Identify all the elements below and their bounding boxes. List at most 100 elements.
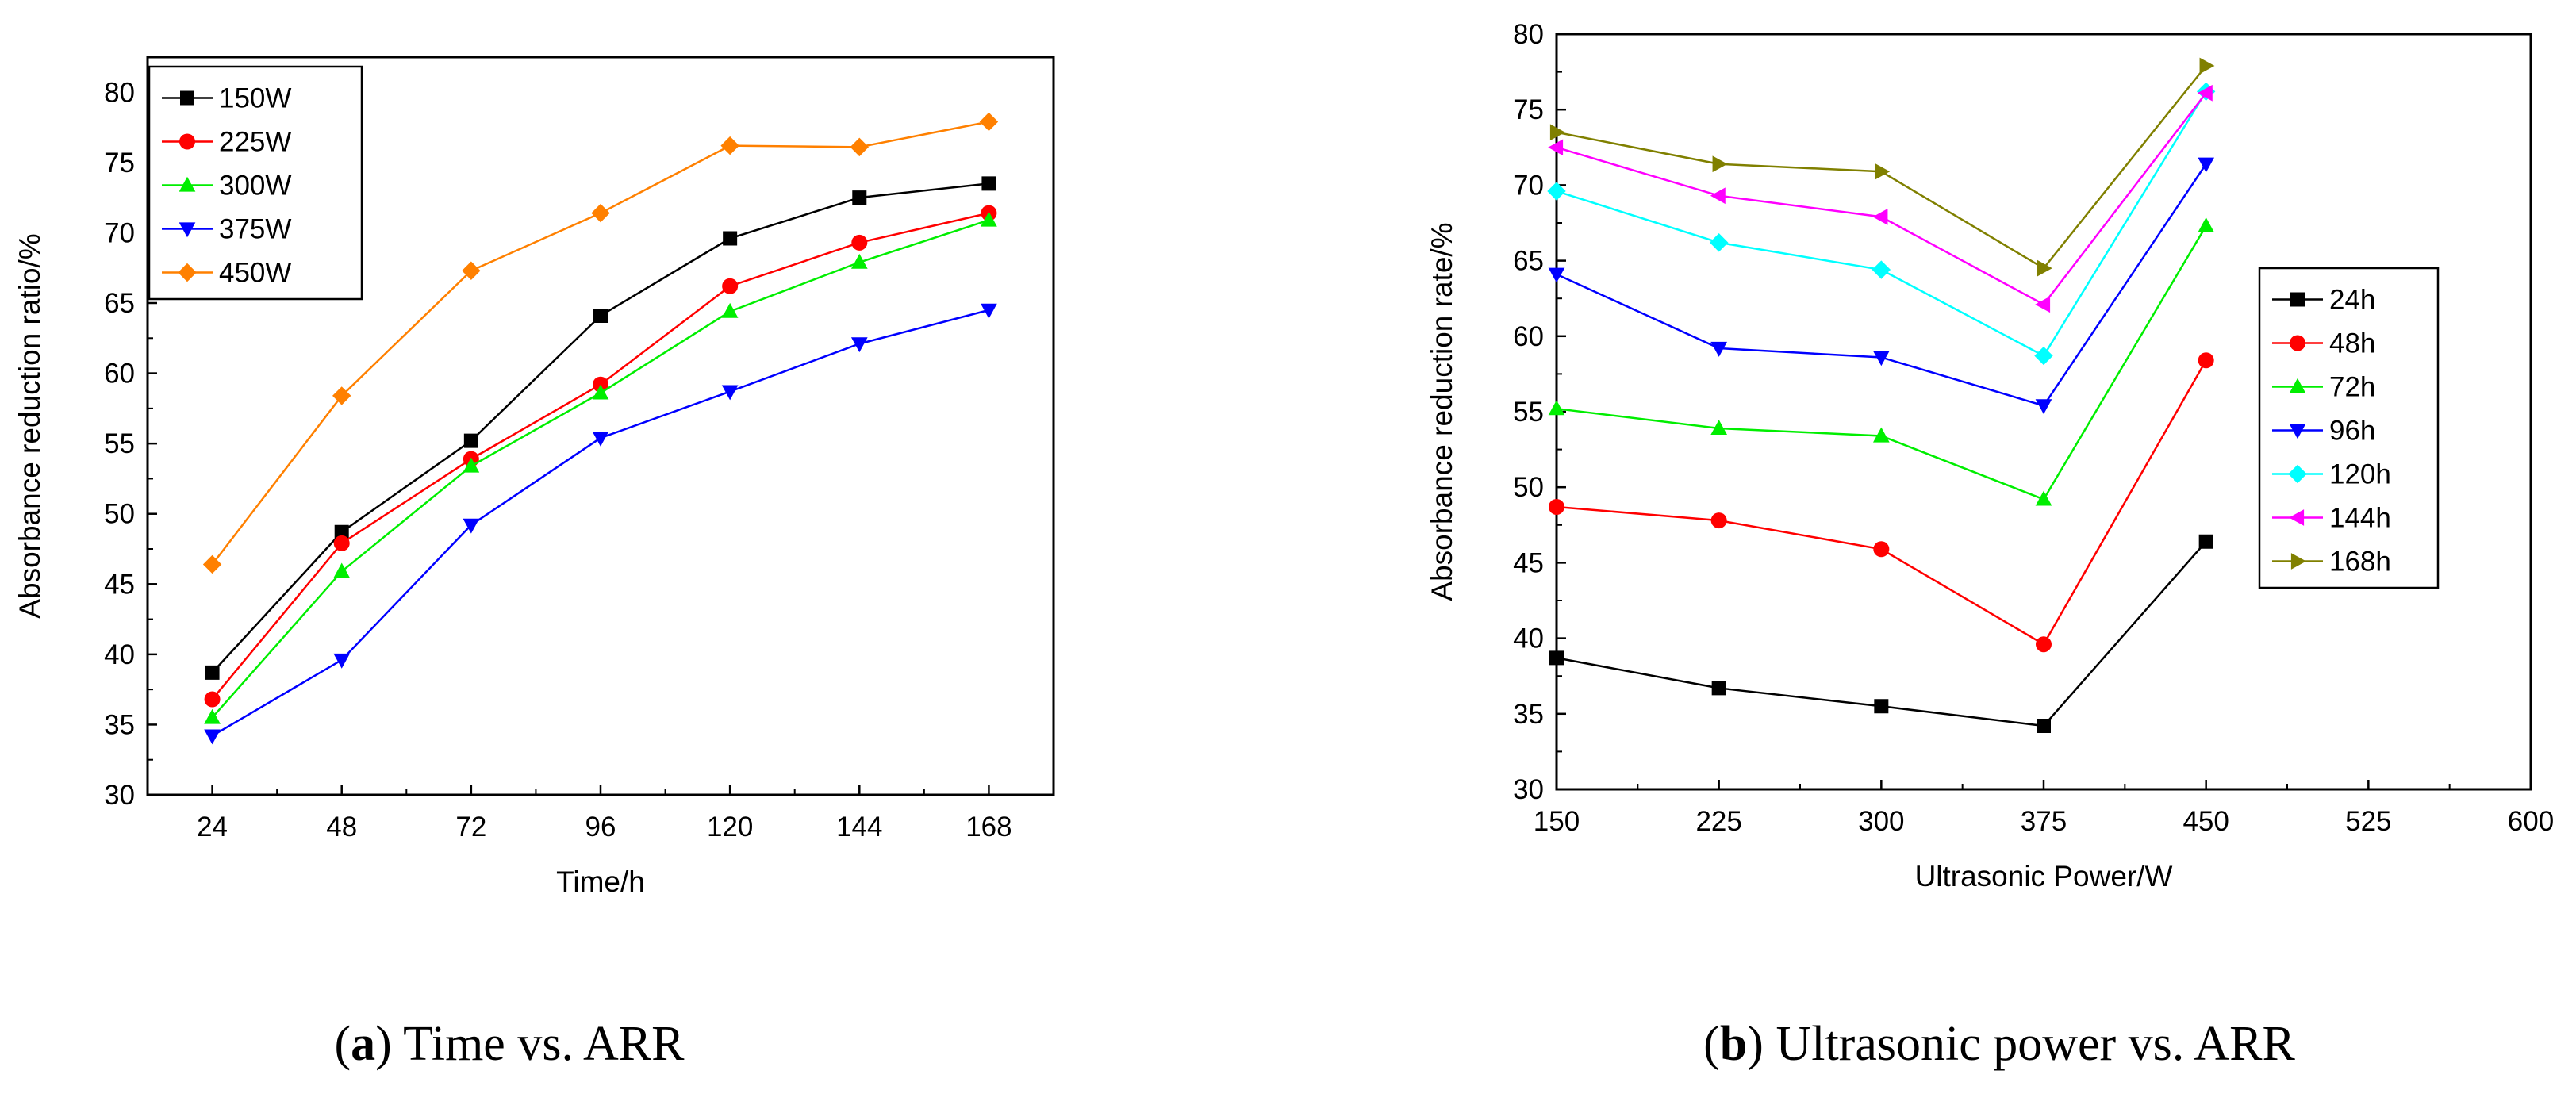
caption-a: (a) Time vs. ARR <box>334 1017 685 1071</box>
series-450W <box>202 112 999 574</box>
data-point-96h <box>1872 351 1890 366</box>
y-tick-label: 50 <box>1513 472 1544 503</box>
series-96h <box>1548 157 2215 415</box>
x-axis-label: Time/h <box>556 865 645 898</box>
y-tick-label: 65 <box>104 288 135 319</box>
x-tick-label: 300 <box>1858 806 1904 837</box>
y-tick-label: 75 <box>1513 94 1544 125</box>
data-point-48h <box>2036 636 2052 653</box>
legend-marker <box>179 222 196 238</box>
x-axis-label: Ultrasonic Power/W <box>1915 860 2173 892</box>
y-tick-label: 50 <box>104 499 135 530</box>
data-point-168h <box>1712 155 1728 173</box>
x-tick-label: 96 <box>585 812 616 842</box>
data-point-72h <box>2198 217 2215 232</box>
x-tick-label: 144 <box>836 812 882 842</box>
data-point-96h <box>2198 157 2215 173</box>
data-point-375W <box>850 337 868 353</box>
legend-marker <box>2288 464 2307 484</box>
y-tick-label: 35 <box>1513 699 1544 730</box>
legend: 150W 225W 300W 375W 450W <box>148 65 363 301</box>
legend-label: 24h <box>2329 285 2375 316</box>
y-tick-label: 65 <box>1513 246 1544 277</box>
y-tick-label: 55 <box>104 428 135 459</box>
legend-label: 450W <box>219 258 291 289</box>
legend-label: 150W <box>219 83 291 114</box>
data-point-375W <box>333 653 351 669</box>
y-tick-label: 80 <box>104 77 135 108</box>
legend-marker <box>2290 553 2306 570</box>
x-tick-label: 525 <box>2345 806 2391 837</box>
series-300W <box>204 211 997 724</box>
data-point-120h <box>2034 346 2053 366</box>
legend-label: 48h <box>2329 328 2375 359</box>
y-tick-label: 40 <box>104 639 135 670</box>
legend-marker <box>180 90 194 106</box>
data-point-168h <box>1549 124 1565 141</box>
data-point-168h <box>2199 57 2215 75</box>
data-point-48h <box>1549 498 1564 515</box>
legend-marker <box>2290 292 2305 307</box>
data-point-150W <box>593 308 608 323</box>
data-point-24h <box>1874 699 1889 714</box>
data-point-300W <box>721 302 739 318</box>
data-point-24h <box>2037 719 2051 734</box>
data-point-120h <box>1872 260 1891 279</box>
series-line-48h <box>1556 359 2207 646</box>
legend-label: 120h <box>2329 459 2391 490</box>
y-axis-label: Absorbance reduction ratio/% <box>13 233 46 618</box>
data-point-150W <box>723 231 738 246</box>
data-point-300W <box>463 457 480 473</box>
series-24h <box>1549 534 2213 734</box>
legend-box <box>2258 267 2440 589</box>
series-150W <box>205 176 996 680</box>
data-point-144h <box>1710 187 1726 205</box>
data-point-150W <box>463 433 478 448</box>
data-point-144h <box>1872 209 1888 225</box>
legend-label: 225W <box>219 127 291 158</box>
legend-label: 168h <box>2329 547 2391 578</box>
legend-marker <box>179 176 196 192</box>
y-tick-label: 60 <box>1513 321 1544 352</box>
data-point-450W <box>462 261 481 280</box>
y-axis-label: Absorbance reduction rate/% <box>1426 222 1458 601</box>
legend-marker <box>179 133 195 150</box>
data-point-72h <box>1548 400 1565 416</box>
data-point-150W <box>981 176 996 191</box>
data-point-48h <box>2198 352 2214 369</box>
data-point-96h <box>1548 267 1565 283</box>
series-144h <box>1548 84 2213 313</box>
y-tick-label: 30 <box>1513 774 1544 805</box>
x-tick-label: 225 <box>1695 806 1741 837</box>
legend: 24h 48h 72h 96h 120h 144h 168h <box>2258 267 2440 589</box>
data-point-375W <box>721 385 739 401</box>
data-point-150W <box>852 190 867 205</box>
x-tick-label: 600 <box>2508 806 2554 837</box>
y-tick-label: 70 <box>104 217 135 248</box>
data-point-48h <box>1710 512 1727 529</box>
chart-b: 150 225 300 375 450 525 600 30 35 40 45 50 55 60 65 70 7… <box>1426 19 2554 892</box>
y-tick-label: 60 <box>104 359 135 389</box>
data-point-375W <box>592 431 609 447</box>
y-tick-label: 40 <box>1513 624 1544 654</box>
data-point-450W <box>979 112 999 132</box>
legend-marker <box>2290 335 2305 351</box>
data-point-120h <box>1547 182 1566 201</box>
series-line-24h <box>1556 540 2207 727</box>
data-point-168h <box>2037 259 2052 277</box>
x-tick-label: 375 <box>2021 806 2067 837</box>
caption-b: (b) Ultrasonic power vs. ARR <box>1703 1017 2295 1071</box>
data-point-144h <box>1548 139 1564 156</box>
legend-label: 144h <box>2329 503 2391 534</box>
series-line-120h <box>1556 90 2207 358</box>
data-point-150W <box>205 665 220 680</box>
data-point-300W <box>981 211 997 227</box>
data-point-450W <box>202 554 222 574</box>
data-point-96h <box>2035 399 2052 415</box>
legend-marker <box>2289 378 2306 393</box>
data-point-450W <box>332 386 351 405</box>
data-point-450W <box>720 136 739 155</box>
series-line-375W <box>211 309 989 737</box>
data-point-375W <box>463 518 480 534</box>
